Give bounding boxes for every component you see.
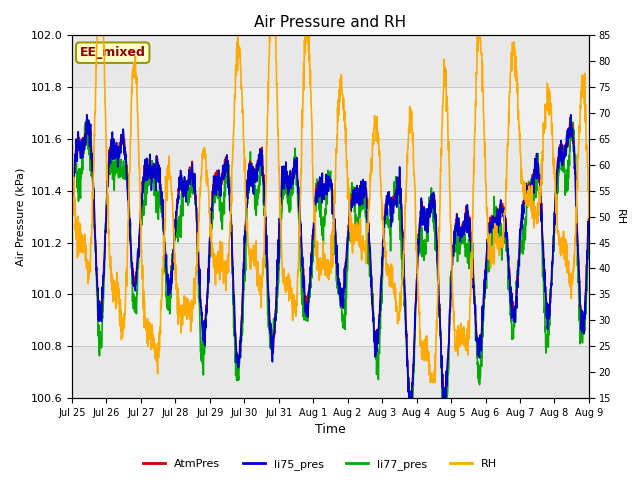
Bar [72,346,589,398]
Y-axis label: Air Pressure (kPa): Air Pressure (kPa) [15,168,25,266]
Legend: AtmPres, li75_pres, li77_pres, RH: AtmPres, li75_pres, li77_pres, RH [139,455,501,474]
Bar [72,87,589,139]
Bar [72,294,589,346]
Bar [72,139,589,191]
Bar [72,36,589,87]
Text: EE_mixed: EE_mixed [80,46,146,59]
X-axis label: Time: Time [315,423,346,436]
Bar [72,242,589,294]
Title: Air Pressure and RH: Air Pressure and RH [254,15,406,30]
Y-axis label: RH: RH [615,209,625,225]
Bar [72,191,589,242]
